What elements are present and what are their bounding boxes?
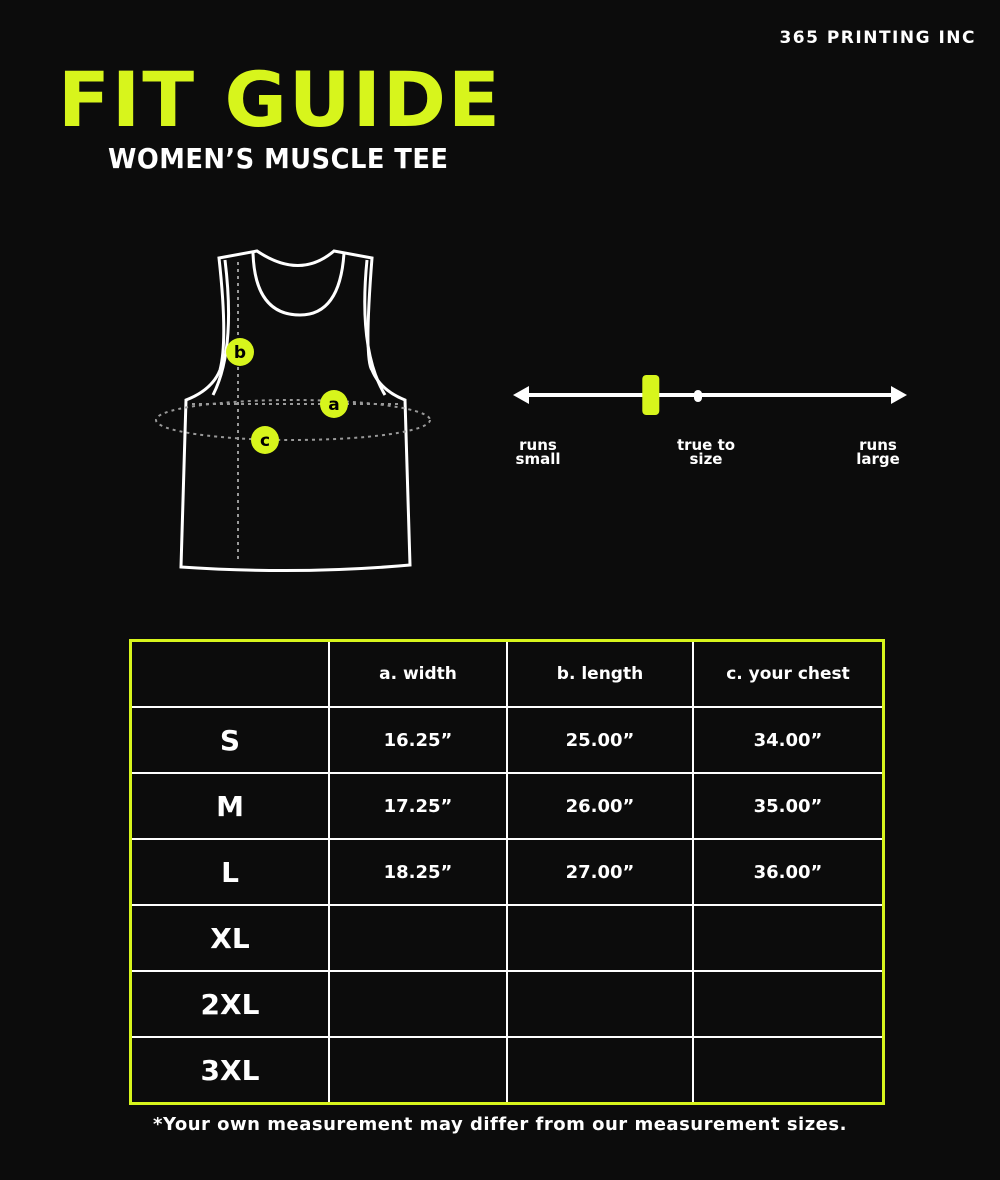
table-row: L 18.25” 27.00” 36.00” — [129, 838, 885, 906]
cell-length — [506, 970, 694, 1038]
runs-large-label: runs large — [856, 436, 900, 468]
fit-scale — [513, 375, 907, 415]
arrow-right-icon — [891, 386, 907, 404]
tank-top-outline — [179, 249, 412, 573]
arrow-left-icon — [513, 386, 529, 404]
table-row: 2XL — [129, 970, 885, 1038]
marker-a: a — [320, 390, 348, 418]
cell-size: 3XL — [129, 1036, 330, 1105]
marker-b: b — [226, 338, 254, 366]
cell-width: 16.25” — [328, 706, 508, 774]
cell-chest — [692, 1036, 885, 1105]
cell-size: XL — [129, 904, 330, 972]
cell-size: L — [129, 838, 330, 906]
page-title: FIT GUIDE — [58, 55, 502, 144]
svg-text:a: a — [328, 395, 339, 415]
cell-chest: 35.00” — [692, 772, 885, 840]
cell-chest: 36.00” — [692, 838, 885, 906]
marker-c: c — [251, 426, 279, 454]
tank-top-diagram: b a c — [155, 249, 431, 573]
footnote: *Your own measurement may differ from ou… — [153, 1114, 847, 1135]
cell-length — [506, 904, 694, 972]
size-table: a. width b. length c. your chest S 16.25”… — [129, 639, 885, 1105]
header-chest: c. your chest — [692, 639, 885, 708]
cell-width — [328, 1036, 508, 1105]
cell-chest — [692, 970, 885, 1038]
page-subtitle: WOMEN’S MUSCLE TEE — [108, 142, 449, 175]
cell-width: 17.25” — [328, 772, 508, 840]
table-row: XL — [129, 904, 885, 972]
cell-width — [328, 970, 508, 1038]
table-header-row: a. width b. length c. your chest — [129, 639, 885, 708]
cell-size: M — [129, 772, 330, 840]
table-row: M 17.25” 26.00” 35.00” — [129, 772, 885, 840]
cell-chest — [692, 904, 885, 972]
cell-length: 27.00” — [506, 838, 694, 906]
svg-text:b: b — [234, 343, 246, 363]
table-row: S 16.25” 25.00” 34.00” — [129, 706, 885, 774]
true-to-size-tick — [694, 390, 702, 402]
header-length: b. length — [506, 639, 694, 708]
cell-chest: 34.00” — [692, 706, 885, 774]
table-row: 3XL — [129, 1036, 885, 1105]
header-size — [129, 639, 330, 708]
true-to-size-label: true to size — [676, 436, 736, 468]
cell-size: S — [129, 706, 330, 774]
cell-size: 2XL — [129, 970, 330, 1038]
header-width: a. width — [328, 639, 508, 708]
cell-length: 26.00” — [506, 772, 694, 840]
cell-width — [328, 904, 508, 972]
fit-indicator — [642, 375, 660, 415]
cell-length — [506, 1036, 694, 1105]
runs-small-label: runs small — [515, 436, 561, 468]
measurement-lines — [155, 262, 431, 562]
brand-name: 365 PRINTING INC — [779, 28, 976, 48]
cell-length: 25.00” — [506, 706, 694, 774]
svg-text:c: c — [260, 431, 270, 451]
cell-width: 18.25” — [328, 838, 508, 906]
